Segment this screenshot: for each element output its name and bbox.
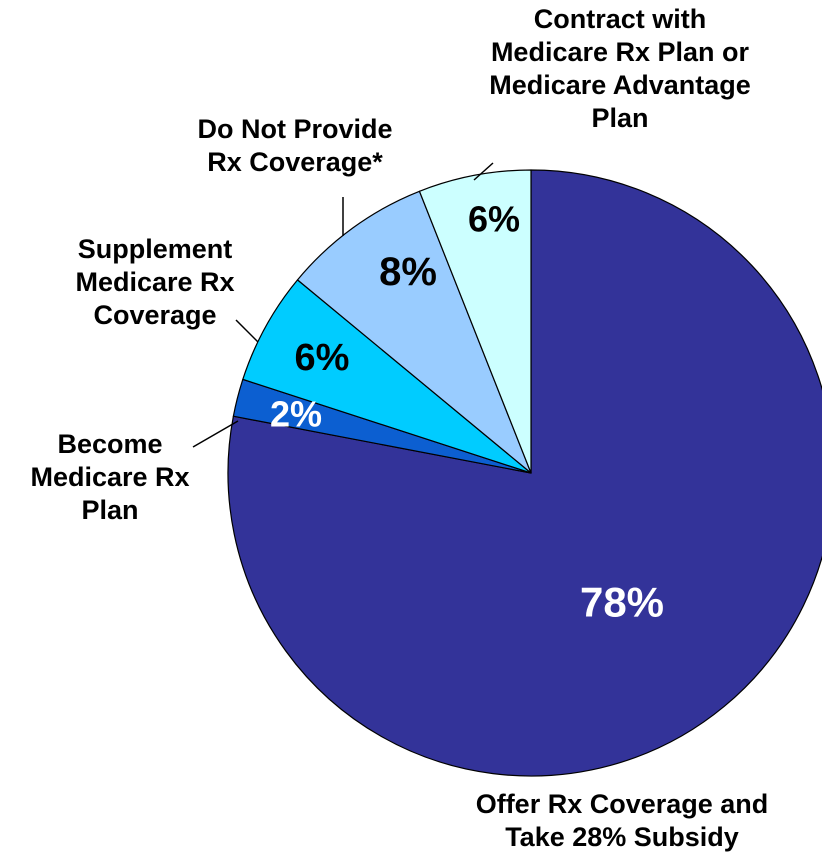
leader-line-contract-with-medicare-rx-plan — [473, 162, 494, 181]
leader-lines — [192, 162, 494, 448]
label-do-not-provide-rx-coverage: Do Not Provide Rx Coverage* — [197, 114, 393, 177]
percent-label-offer-rx-coverage: 78% — [580, 579, 664, 626]
label-offer-rx-coverage: Offer Rx Coverage and Take 28% Subsidy — [475, 789, 769, 852]
label-become-medicare-rx-plan: Become Medicare Rx Plan — [30, 429, 190, 525]
pie-slices — [227, 169, 822, 777]
percent-label-become-medicare-rx-plan: 2% — [270, 394, 322, 435]
percent-label-supplement-medicare-rx-coverage: 6% — [295, 337, 350, 379]
pie-slice-contract-with-medicare-rx-plan — [418, 169, 532, 474]
percent-label-contract-with-medicare-rx-plan: 6% — [468, 199, 520, 240]
leader-line-supplement-medicare-rx-coverage — [235, 319, 259, 343]
label-contract-with-medicare-rx-plan: Contract with Medicare Rx Plan or Medica… — [489, 4, 751, 133]
percent-labels: 78% 2% 6% 8% 6% — [270, 199, 664, 626]
leader-line-become-medicare-rx-plan — [192, 420, 239, 448]
label-supplement-medicare-rx-coverage: Supplement Medicare Rx Coverage — [75, 234, 235, 330]
pie-slice-do-not-provide-rx-coverage — [296, 190, 532, 474]
percent-label-do-not-provide-rx-coverage: 8% — [379, 250, 437, 294]
pie-slice-offer-rx-coverage — [227, 169, 822, 777]
